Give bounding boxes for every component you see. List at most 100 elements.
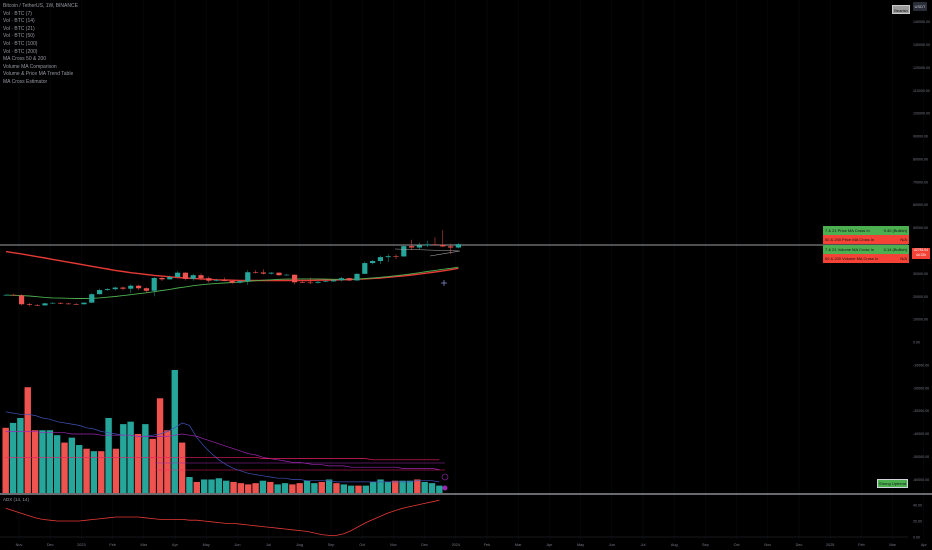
volume-bar — [230, 481, 237, 493]
status-value: N/A — [900, 237, 907, 243]
candle-body — [315, 281, 321, 283]
legend-indicator-8[interactable]: Volume & Price MA Trend Table — [3, 71, 74, 78]
last-price-badge: 42781.04 4d 22h — [912, 248, 930, 259]
time-tick-label: Apr — [172, 543, 179, 547]
time-tick-label: Mar — [515, 543, 522, 547]
volume-bar — [31, 430, 39, 493]
volume-bar — [245, 484, 252, 493]
legend-indicator-9[interactable]: MA Cross Estimator — [3, 78, 48, 85]
volume-bar — [392, 480, 399, 493]
volume-bar — [90, 451, 98, 493]
time-tick-label: 2023 — [77, 543, 85, 547]
candle-body — [175, 272, 181, 278]
volume-bar — [428, 483, 436, 493]
status-label: 50 & 200 Volume MA Cross In — [825, 255, 879, 261]
candle-body — [393, 256, 399, 257]
legend-indicator-5[interactable]: Vol · BTC (200) — [3, 48, 38, 55]
volume-bar — [200, 479, 208, 493]
volume-bar — [303, 480, 311, 493]
volume-bar — [384, 481, 392, 493]
candle-body — [58, 302, 64, 304]
candle-body — [338, 278, 344, 281]
volume-bar — [215, 478, 223, 493]
price-tick-label: 140000.00 — [913, 20, 930, 24]
volume-bar — [289, 484, 296, 493]
time-tick-label: Jul — [641, 543, 646, 547]
candle-body — [50, 302, 56, 304]
volume-bar — [377, 479, 384, 493]
volume-ma-a — [5, 411, 440, 483]
candle-body — [276, 272, 282, 276]
time-tick-label: Sep — [328, 543, 335, 547]
legend-indicator-7[interactable]: Volume MA Comparison — [3, 63, 57, 70]
volume-bars — [2, 370, 443, 493]
candle-body — [354, 273, 360, 281]
volume-bar — [2, 427, 9, 493]
candles — [3, 230, 461, 307]
price-axis: 140000.00 130000.00 120000.00 110000.00 1000… — [913, 20, 930, 482]
time-tick-label: Dec — [47, 543, 54, 547]
legend-indicator-0[interactable]: Vol · BTC (7) — [3, 10, 32, 17]
volume-bar — [61, 442, 68, 493]
time-tick-label: Dec — [796, 543, 803, 547]
volume-bar — [53, 435, 61, 493]
candle-body — [198, 275, 204, 279]
candle-body — [455, 244, 461, 248]
currency-selector[interactable]: USDT — [913, 2, 927, 11]
candle-body — [151, 277, 157, 291]
time-tick-label: Jun — [609, 543, 615, 547]
time-tick-label: Apr — [546, 543, 553, 547]
status-value: N/A — [900, 255, 907, 261]
time-tick-label: Mar — [889, 543, 896, 547]
price-tick-label: 50000.00 — [913, 226, 928, 230]
candle-body — [331, 280, 337, 282]
ma-trend-table: 7 & 21 Price MA Cross In 9.40 (Bullish) 5… — [823, 226, 909, 263]
volume-bar — [296, 483, 303, 493]
time-tick-label: Aug — [296, 543, 303, 547]
candle-body — [299, 282, 305, 283]
legend-indicator-3[interactable]: Vol · BTC (50) — [3, 33, 35, 40]
trend-strength-label: Strong Uptrend — [877, 479, 908, 488]
candle-body — [112, 287, 118, 290]
time-tick-label: Apr — [921, 543, 928, 547]
time-tick-label: Mar — [141, 543, 148, 547]
candle-body — [440, 244, 446, 247]
volume-bar — [142, 424, 149, 493]
adx-legend[interactable]: ADX (14, 14) — [3, 497, 30, 502]
volume-bar — [406, 480, 414, 493]
volume-bar — [347, 485, 355, 493]
legend-indicator-1[interactable]: Vol · BTC (14) — [3, 18, 35, 25]
volume-bar — [267, 481, 274, 493]
volume-bar — [237, 483, 245, 493]
candle-body — [167, 277, 173, 280]
time-tick-label: Nov — [764, 543, 771, 547]
legend-indicator-6[interactable]: MA Cross 50 & 200 — [3, 56, 47, 63]
volume-bar — [120, 424, 127, 493]
symbol-title[interactable]: Bitcoin / TetherUS, 1W, BINANCE — [3, 3, 78, 9]
candle-body — [237, 281, 243, 283]
candle-body — [214, 280, 220, 281]
candle-body — [409, 246, 415, 248]
legend-indicator-4[interactable]: Vol · BTC (100) — [3, 40, 38, 47]
price-tick-label: 60000.00 — [913, 203, 928, 207]
candle-body — [182, 272, 188, 279]
bar-countdown: 4d 22h — [915, 253, 927, 257]
candle-body — [323, 281, 329, 282]
volume-bar — [311, 483, 318, 493]
candle-body — [42, 303, 48, 306]
volume-bar — [76, 445, 83, 493]
status-label: 7 & 21 Volume MA Cross In — [825, 246, 874, 252]
time-tick-label: Nov — [390, 543, 397, 547]
candle-body — [81, 302, 87, 305]
candle-body — [268, 272, 274, 274]
volume-ma-marker-2 — [442, 485, 448, 491]
trend-badge: Bearish — [892, 5, 910, 14]
candle-body — [416, 245, 422, 248]
candle-body — [104, 289, 110, 291]
volume-bar — [83, 448, 90, 493]
volume-bar — [105, 417, 112, 493]
adx-tick-label: 40.00 — [913, 504, 922, 508]
legend-indicator-2[interactable]: Vol · BTC (21) — [3, 25, 35, 32]
status-label: 7 & 21 Price MA Cross In — [825, 228, 870, 233]
price-tick-label: 20000.00 — [913, 295, 928, 299]
